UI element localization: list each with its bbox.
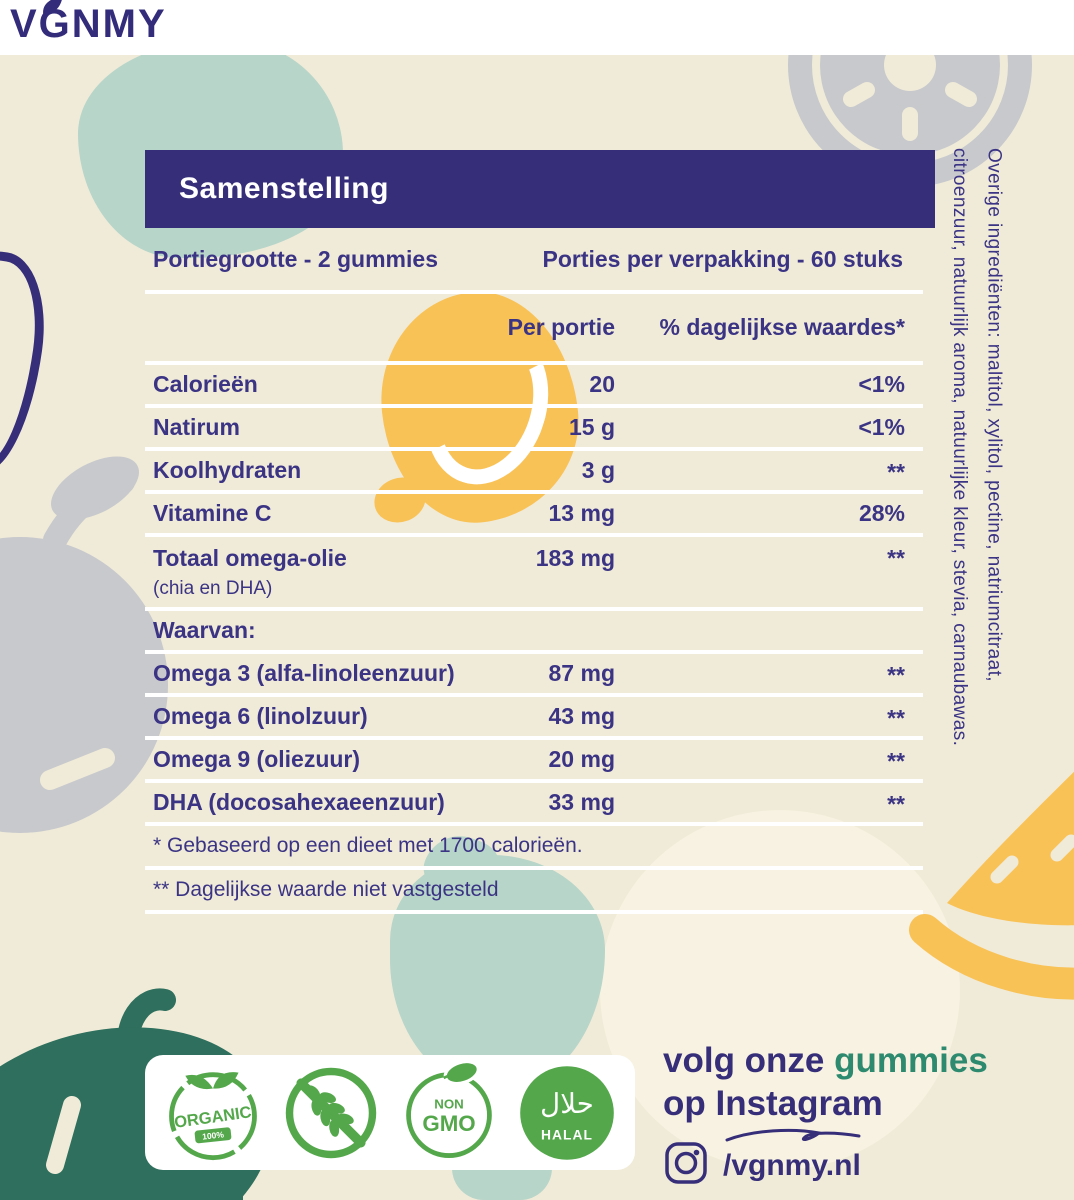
row-label: Omega 6 (linolzuur) [153,703,368,729]
row-label: Vitamine C [153,500,272,526]
brand-logo-text: VGNMY [10,2,167,46]
instagram-icon [665,1142,707,1184]
column-header-daily-value: % dagelijkse waardes* [659,314,905,340]
instagram-handle-row: /vgnmy.nl [663,1140,861,1186]
row-daily-value: <1% [858,371,905,397]
serving-info: Portiegrootte - 2 gummies Porties per ve… [145,228,923,290]
panel-title: Samenstelling [179,172,389,205]
table-row: DHA (docosahexaeenzuur) 33 mg ** [145,783,923,826]
footnote-1: * Gebaseerd op een dieet met 1700 calori… [145,826,923,870]
row-amount: 20 [589,371,615,397]
cream-circle-shape [600,810,960,1170]
row-label: DHA (docosahexaeenzuur) [153,789,445,815]
lemon-wedge-icon [909,771,1074,1000]
table-header-row: Per portie % dagelijkse waardes* [145,294,923,365]
ingredients-line-1: Overige ingrediënten: maltitol, xylitol,… [983,148,1005,682]
svg-text:NON: NON [434,1096,464,1111]
halal-badge-icon: حلال HALAL [520,1065,614,1160]
row-label: Calorieën [153,371,258,397]
certification-badges-card: ORGANIC 100% NON GMO [145,1055,635,1170]
dark-green-shape [138,1166,243,1200]
other-ingredients-vertical-text: Overige ingrediënten: maltitol, xylitol,… [942,148,1010,1048]
leaf-icon [43,0,63,15]
row-amount: 87 mg [548,660,615,686]
row-daily-value: ** [887,791,905,817]
row-amount: 13 mg [548,500,615,526]
organic-badge-icon: ORGANIC 100% [169,1071,257,1160]
row-label: Omega 9 (oliezuur) [153,746,361,772]
social-block: volg onze gummies op Instagram /vgnmy.nl [663,1040,988,1184]
svg-text:GMO: GMO [422,1111,475,1136]
row-amount: 33 mg [548,789,615,815]
row-daily-value: ** [887,705,905,731]
row-sublabel: (chia en DHA) [153,578,273,599]
row-daily-value: <1% [858,414,905,440]
panel-title-bar: Samenstelling [145,150,935,228]
row-amount: 3 g [581,457,615,483]
row-label: Natirum [153,414,240,440]
non-gmo-badge-icon: NON GMO [406,1062,492,1158]
svg-text:ORGANIC: ORGANIC [173,1103,253,1132]
row-label: Waarvan: [153,617,256,643]
row-daily-value: ** [887,662,905,688]
table-row: Calorieën 20 <1% [145,365,923,408]
row-amount: 183 mg [535,545,615,571]
table-row: Koolhydraten 3 g ** [145,451,923,494]
svg-text:100%: 100% [202,1129,225,1141]
social-headline-line2: op Instagram [663,1083,883,1123]
row-label: Totaal omega-olie [153,545,347,571]
footnote-2: ** Dagelijkse waarde niet vastgesteld [145,870,923,914]
serving-size: Portiegrootte - 2 gummies [153,245,438,272]
row-amount: 15 g [568,414,615,440]
top-bar [0,0,1074,55]
row-amount: 20 mg [548,746,615,772]
table-row: Omega 3 (alfa-linoleenzuur) 87 mg ** [145,654,923,697]
servings-per-pack: Porties per verpakking - 60 stuks [542,245,904,272]
table-row: Omega 9 (oliezuur) 20 mg ** [145,740,923,783]
apple-icon [0,456,168,833]
social-headline: volg onze gummies [663,1041,988,1080]
teal-semicircle-shape [452,1168,552,1200]
row-amount: 43 mg [548,703,615,729]
table-row: Waarvan: [145,611,923,654]
table-row: Natirum 15 g <1% [145,408,923,451]
table-row: Omega 6 (linolzuur) 43 mg ** [145,697,923,740]
table-row: Totaal omega-olie (chia en DHA) 183 mg *… [145,537,923,611]
swoosh-underline [725,1128,861,1142]
row-daily-value: ** [887,459,905,485]
row-daily-value: ** [887,748,905,774]
instagram-handle: /vgnmy.nl [723,1149,861,1182]
svg-text:HALAL: HALAL [541,1126,593,1142]
svg-text:حلال: حلال [540,1088,594,1119]
row-label: Koolhydraten [153,457,302,483]
column-header-amount: Per portie [507,314,615,340]
gluten-free-badge-icon [285,1067,377,1158]
ingredients-line-2: citroenzuur, natuurlijk aroma, natuurlij… [949,148,971,747]
social-headline-accent: gummies [834,1041,988,1080]
nutrition-panel: Samenstelling Portiegrootte - 2 gummies … [145,150,935,914]
pear-blob-shape [390,855,605,1090]
row-label: Omega 3 (alfa-linoleenzuur) [153,660,455,686]
row-daily-value: ** [887,545,905,571]
row-daily-value: 28% [858,500,905,526]
nutrition-table: Per portie % dagelijkse waardes* Calorie… [145,290,923,914]
table-row: Vitamine C 13 mg 28% [145,494,923,537]
brand-logo: VGNMY [10,0,167,47]
